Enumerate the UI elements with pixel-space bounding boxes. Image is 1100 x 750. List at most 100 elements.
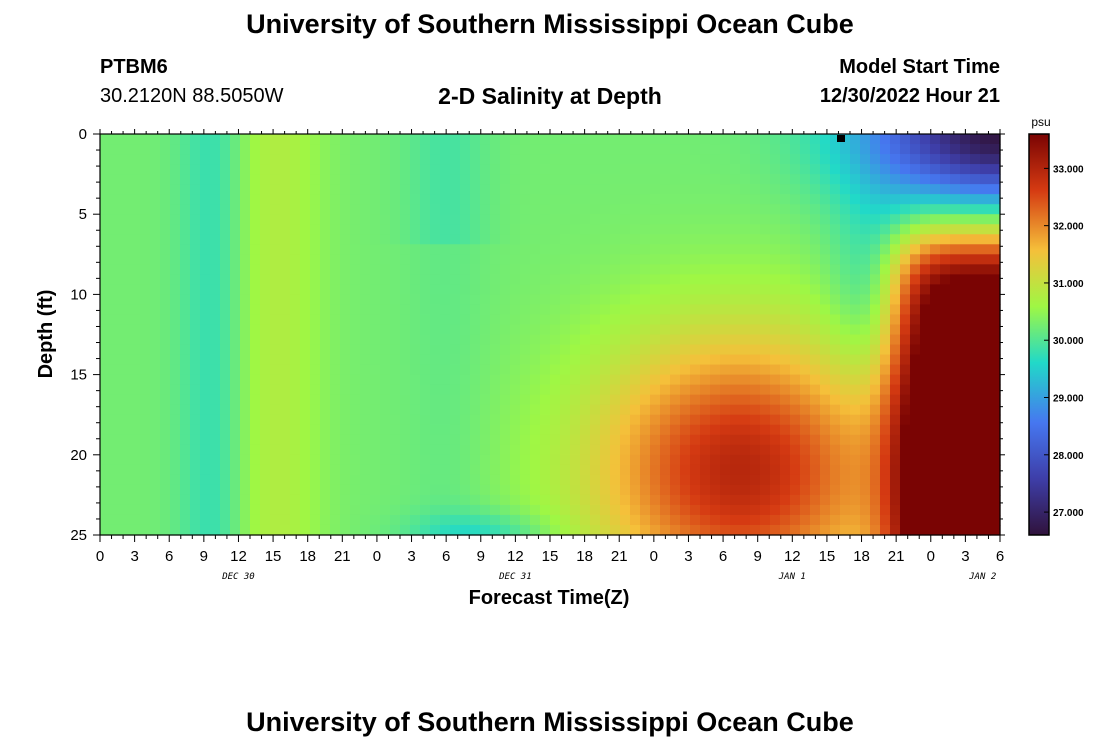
heatmap-cell (110, 424, 121, 436)
x-tick-label: 0 (96, 548, 104, 565)
heatmap-cell (580, 134, 591, 145)
heatmap-cell (320, 194, 331, 205)
heatmap-cell (880, 254, 891, 265)
heatmap-cell (190, 234, 201, 245)
heatmap-cell (120, 374, 131, 386)
heatmap-cell (420, 334, 431, 346)
heatmap-cell (250, 504, 261, 516)
heatmap-cell (270, 274, 281, 285)
heatmap-cell (270, 154, 281, 165)
heatmap-cell (350, 294, 361, 306)
heatmap-cell (210, 524, 221, 536)
heatmap-cell (160, 264, 171, 275)
heatmap-cell (240, 434, 251, 446)
heatmap-cell (550, 224, 561, 235)
heatmap-cell (270, 384, 281, 396)
heatmap-cell (600, 394, 611, 406)
heatmap-cell (940, 274, 951, 285)
heatmap-cell (530, 404, 541, 416)
heatmap-cell (430, 384, 441, 396)
heatmap-cell (780, 364, 791, 376)
heatmap-cell (160, 204, 171, 215)
heatmap-cell (240, 384, 251, 396)
heatmap-cell (220, 204, 231, 215)
heatmap-cell (150, 394, 161, 406)
heatmap-cell (770, 514, 781, 526)
heatmap-cell (170, 354, 181, 366)
heatmap-cell (560, 304, 571, 316)
heatmap-cell (490, 374, 501, 386)
heatmap-cell (750, 504, 761, 516)
heatmap-cell (810, 524, 821, 536)
heatmap-cell (200, 484, 211, 496)
heatmap-cell (380, 304, 391, 316)
heatmap-cell (930, 384, 941, 396)
heatmap-cell (830, 414, 841, 426)
heatmap-cell (500, 184, 511, 195)
heatmap-cell (400, 264, 411, 275)
heatmap-cell (620, 294, 631, 306)
heatmap-cell (440, 264, 451, 275)
heatmap-cell (670, 334, 681, 346)
heatmap-cell (540, 524, 551, 536)
heatmap-cell (180, 374, 191, 386)
heatmap-cell (440, 204, 451, 215)
heatmap-cell (290, 524, 301, 536)
heatmap-cell (930, 514, 941, 526)
heatmap-cell (450, 414, 461, 426)
heatmap-cell (840, 494, 851, 506)
heatmap-cell (730, 314, 741, 326)
heatmap-cell (140, 234, 151, 245)
heatmap-cell (260, 324, 271, 336)
heatmap-cell (100, 524, 111, 536)
heatmap-cell (860, 404, 871, 416)
heatmap-cell (690, 334, 701, 346)
heatmap-cell (640, 524, 651, 536)
heatmap-cell (730, 234, 741, 245)
heatmap-cell (270, 174, 281, 185)
heatmap-cell (240, 254, 251, 265)
heatmap-cell (150, 324, 161, 336)
heatmap-cell (980, 434, 991, 446)
heatmap-cell (320, 304, 331, 316)
heatmap-cell (930, 444, 941, 456)
y-tick-label: 15 (70, 367, 87, 384)
heatmap-cell (250, 514, 261, 526)
heatmap-cell (900, 214, 911, 225)
heatmap-cell (370, 164, 381, 175)
heatmap-cell (600, 204, 611, 215)
heatmap-cell (280, 444, 291, 456)
heatmap-cell (880, 224, 891, 235)
heatmap-cell (530, 364, 541, 376)
heatmap-cell (650, 294, 661, 306)
heatmap-cell (770, 324, 781, 336)
heatmap-cell (860, 524, 871, 536)
heatmap-cell (400, 454, 411, 466)
heatmap-cell (210, 474, 221, 486)
heatmap-cell (180, 524, 191, 536)
heatmap-cell (740, 364, 751, 376)
heatmap-cell (330, 444, 341, 456)
heatmap-cell (380, 194, 391, 205)
heatmap-cell (970, 344, 981, 356)
heatmap-cell (480, 504, 491, 516)
heatmap-cell (320, 214, 331, 225)
heatmap-cell (530, 374, 541, 386)
heatmap-cell (910, 184, 921, 195)
heatmap-cell (220, 154, 231, 165)
heatmap-cell (130, 424, 141, 436)
heatmap-cell (640, 274, 651, 285)
heatmap-cell (430, 374, 441, 386)
heatmap-cell (380, 364, 391, 376)
heatmap-cell (600, 284, 611, 296)
heatmap-cell (160, 434, 171, 446)
heatmap-cell (530, 284, 541, 296)
heatmap-cell (550, 324, 561, 336)
heatmap-cell (280, 464, 291, 476)
heatmap-cell (730, 494, 741, 506)
heatmap-cell (670, 504, 681, 516)
heatmap-cell (390, 514, 401, 526)
heatmap-cell (410, 254, 421, 265)
heatmap-cell (140, 424, 151, 436)
heatmap-cell (920, 514, 931, 526)
